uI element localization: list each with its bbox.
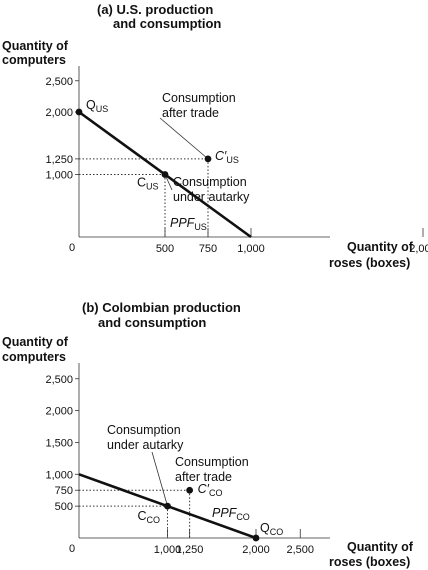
panel-colombia-point-label-q: QCO — [260, 521, 283, 537]
panel-colombia-x-tick-label-1250: 1,250 — [176, 544, 204, 556]
panel-us-y-tick-label-1000: 1,000 — [45, 170, 73, 182]
panel-us-point-cp — [204, 155, 212, 163]
panel-colombia-annotation-autarky-line1: Consumption — [107, 423, 181, 437]
panel-us: (a) U.S. production and consumption Quan… — [2, 2, 428, 270]
panel-us-x-tick-label-2000: 2,000 — [409, 243, 428, 255]
panel-us-point-label-q: QUS — [86, 98, 108, 114]
panel-colombia-origin-label: 0 — [69, 543, 75, 555]
panel-us-y-tick-label-2500: 2,500 — [45, 76, 73, 88]
panel-colombia-point-label-c: CCO — [138, 509, 161, 525]
panel-colombia-x-label-line2: roses (boxes) — [329, 555, 410, 569]
panel-us-x-tick-label-1000: 1,000 — [237, 243, 265, 255]
panel-us-annotation-after-trade-line2: after trade — [162, 106, 219, 120]
panel-us-leader-1 — [159, 117, 209, 160]
panel-us-title-line2: and consumption — [113, 16, 221, 31]
panel-colombia-point-c — [164, 502, 171, 510]
panel-us-ppf-label: PPFUS — [170, 216, 207, 232]
panel-colombia-y-label-line2: computers — [2, 350, 66, 364]
panel-us-point-label-cp: C′US — [215, 149, 239, 165]
panel-colombia-y-tick-label-2000: 2,000 — [45, 406, 73, 418]
panel-us-annotation-after-trade-line1: Consumption — [162, 91, 236, 105]
panel-us-y-label-line1: Quantity of — [2, 39, 69, 53]
panel-us-y-tick-label-1250: 1,250 — [45, 154, 73, 166]
panel-colombia-ppf-label: PPFCO — [212, 506, 250, 522]
panel-colombia-title-line2: and consumption — [98, 315, 206, 330]
panel-colombia-annotation-autarky-line2: under autarky — [107, 438, 184, 452]
panel-colombia-x-tick-label-2500: 2,500 — [286, 544, 314, 556]
panel-us-annotation-autarky-line2: under autarky — [173, 190, 250, 204]
panel-colombia-x-label-line1: Quantity of — [347, 540, 414, 554]
panel-colombia-title-line1: (b) Colombian production — [82, 300, 241, 315]
panel-colombia-annotation-after-trade-line2: after trade — [175, 470, 232, 484]
panel-colombia-point-q — [252, 534, 260, 542]
panel-us-point-label-c: CUS — [137, 176, 159, 192]
panel-us-y-label-line2: computers — [2, 53, 66, 67]
panel-colombia-y-tick-label-1500: 1,500 — [45, 437, 73, 449]
panel-us-annotation-autarky-line1: Consumption — [173, 175, 247, 189]
panel-us-x-label-line1: Quantity of — [347, 240, 414, 254]
panel-us-title-line1: (a) U.S. production — [97, 2, 213, 17]
panel-us-origin-label: 0 — [69, 242, 75, 254]
panel-colombia-x-tick-label-2000: 2,000 — [242, 544, 270, 556]
panel-colombia-y-tick-label-1000: 1,000 — [45, 469, 73, 481]
panel-us-point-q — [75, 108, 83, 116]
panel-colombia-y-label-line1: Quantity of — [2, 335, 69, 349]
panel-colombia-y-tick-label-500: 500 — [55, 501, 73, 513]
panel-us-x-tick-label-750: 750 — [199, 243, 217, 255]
panel-colombia-leader-0 — [151, 451, 168, 507]
panel-colombia-y-tick-label-2500: 2,500 — [45, 374, 73, 386]
panel-us-x-label-line2: roses (boxes) — [329, 256, 410, 270]
panel-colombia-y-tick-label-750: 750 — [55, 485, 73, 497]
panel-colombia: (b) Colombian production and consumption… — [2, 300, 414, 569]
panel-colombia-point-label-cp: C′CO — [198, 482, 223, 498]
panel-colombia-point-cp — [186, 486, 194, 494]
panel-colombia-annotation-after-trade-line1: Consumption — [175, 455, 249, 469]
panel-us-point-c — [161, 171, 169, 178]
panel-colombia-x-tick-label-1000: 1,000 — [154, 544, 182, 556]
panel-us-x-tick-label-500: 500 — [156, 243, 174, 255]
panel-us-y-tick-label-2000: 2,000 — [45, 107, 73, 119]
